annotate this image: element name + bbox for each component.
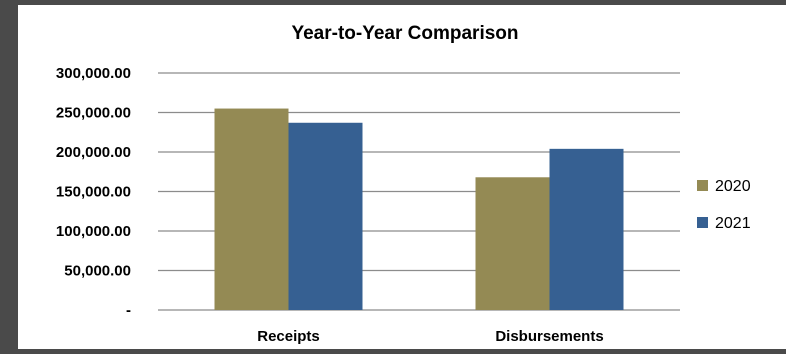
y-axis-tick-labels: - 50,000.00 100,000.00 150,000.00 200,000.00… — [56, 65, 131, 319]
y-tick-label: 300,000.00 — [56, 65, 131, 82]
bar-receipts-2020 — [214, 108, 289, 310]
y-tick-label: 50,000.00 — [64, 263, 131, 280]
y-tick-label: 150,000.00 — [56, 184, 131, 201]
x-category-label: Disbursements — [495, 328, 603, 345]
y-tick-label: 200,000.00 — [56, 144, 131, 161]
x-axis-category-labels: Receipts Disbursements — [257, 328, 603, 345]
bar-chart: Year-to-Year Comparison - 50,000.00 100,00… — [56, 23, 751, 345]
legend-swatch-2021 — [697, 217, 708, 228]
y-tick-label: 250,000.00 — [56, 105, 131, 122]
legend: 2020 2021 — [697, 178, 751, 232]
legend-label-2020: 2020 — [715, 178, 751, 195]
y-tick-label: - — [126, 302, 131, 319]
bar-disbursements-2020 — [475, 177, 550, 310]
x-category-label: Receipts — [257, 328, 320, 345]
legend-label-2021: 2021 — [715, 215, 751, 232]
bar-receipts-2021 — [288, 122, 363, 311]
legend-swatch-2020 — [697, 180, 708, 191]
y-tick-label: 100,000.00 — [56, 223, 131, 240]
bars — [214, 108, 624, 311]
chart-panel: Year-to-Year Comparison - 50,000.00 100,00… — [18, 5, 786, 349]
chart-title: Year-to-Year Comparison — [291, 23, 518, 44]
bar-disbursements-2021 — [549, 148, 624, 310]
